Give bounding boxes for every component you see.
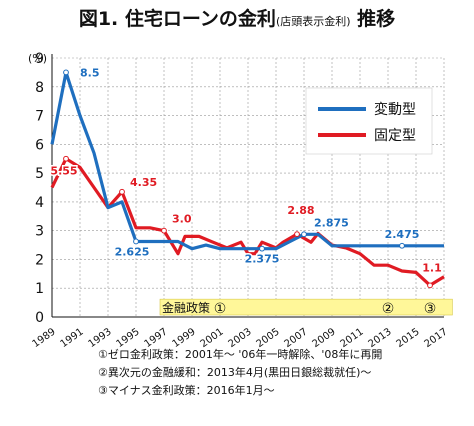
data-marker <box>301 231 307 238</box>
policy-band <box>159 298 453 316</box>
data-marker <box>63 69 69 76</box>
data-label: 4.35 <box>130 176 157 189</box>
y-tick-label: 2 <box>35 252 44 268</box>
y-tick-label: 5 <box>35 166 44 182</box>
data-label: 2.88 <box>287 204 314 217</box>
policy-marker: ③ <box>424 301 437 317</box>
data-label: 2.625 <box>115 245 150 258</box>
y-tick-label: 0 <box>35 310 44 326</box>
data-label: 3.0 <box>172 213 192 226</box>
y-tick-label: 3 <box>35 224 44 240</box>
note-qqe: ②異次元の金融緩和：2013年4月(黒田日銀総裁就任)～ <box>98 366 372 379</box>
x-tick-label: 2015 <box>395 326 422 350</box>
data-label: 2.375 <box>245 253 280 266</box>
series-line-fixed <box>50 157 445 287</box>
policy-marker: ① <box>214 301 227 317</box>
chart-title: 図1. 住宅ローンの金利(店頭表示金利) 推移 <box>0 4 474 31</box>
chart-title-sub: (店頭表示金利) <box>275 15 351 28</box>
y-tick-label: 7 <box>35 109 44 125</box>
data-label: 1.1 <box>422 261 442 274</box>
legend-label: 変動型 <box>374 101 416 118</box>
data-label: 2.875 <box>314 216 349 229</box>
data-marker <box>259 245 265 252</box>
chart-title-tail: 推移 <box>357 8 396 30</box>
policy-band-label: 金融政策 <box>162 300 210 315</box>
data-label: 2.475 <box>385 228 420 241</box>
chart-title-main: 図1. 住宅ローンの金利 <box>78 8 276 30</box>
data-label: 8.5 <box>80 66 100 79</box>
note-zero-rate: ①ゼロ金利政策：2001年～ '06年一時解除、'08年に再開 <box>98 348 383 361</box>
y-unit-label: (%) <box>28 52 48 65</box>
data-marker <box>133 238 139 245</box>
y-tick-label: 6 <box>35 137 44 153</box>
data-marker <box>63 155 69 162</box>
data-label: 5.55 <box>50 165 77 178</box>
y-tick-label: 9 <box>35 51 44 67</box>
note-negative-rate: ③マイナス金利政策：2016年1月～ <box>98 384 275 397</box>
x-tick-label: 1989 <box>31 326 58 350</box>
y-tick-label: 1 <box>35 281 44 297</box>
policy-marker: ② <box>382 301 395 317</box>
y-tick-label: 4 <box>35 195 44 211</box>
legend-box <box>305 87 433 155</box>
data-marker <box>427 282 433 289</box>
data-marker <box>399 242 405 249</box>
x-tick-label: 2017 <box>423 326 450 350</box>
data-marker <box>161 227 167 234</box>
data-marker <box>119 188 125 195</box>
data-marker <box>294 231 300 238</box>
series-line-variable <box>50 70 444 251</box>
legend-label: 固定型 <box>374 128 416 144</box>
policy-notes: ①ゼロ金利政策：2001年～ '06年一時解除、'08年に再開 ②異次元の金融緩… <box>98 346 382 400</box>
x-tick-label: 1991 <box>59 326 86 350</box>
y-tick-label: 8 <box>35 80 44 96</box>
